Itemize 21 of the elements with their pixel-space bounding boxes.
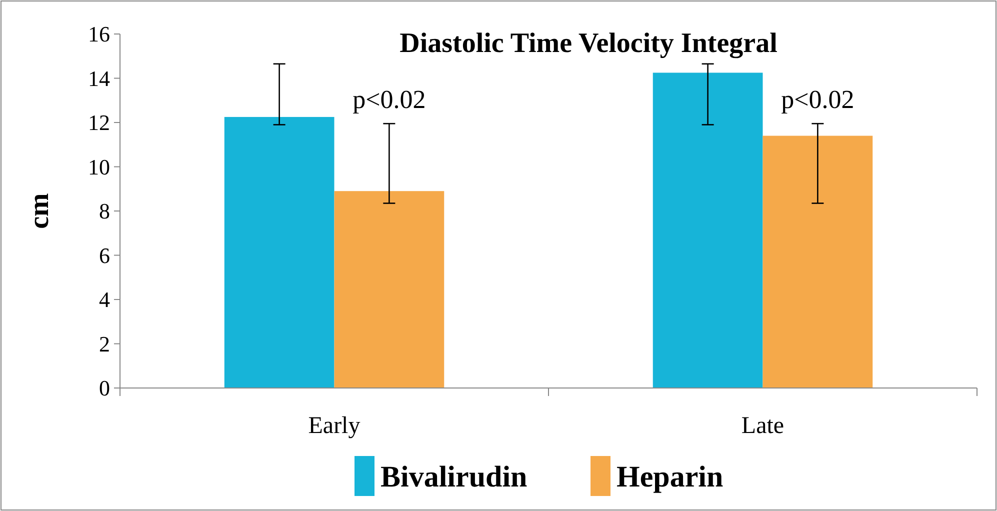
y-tick-label: 0 [99, 376, 110, 401]
y-tick-label: 16 [88, 22, 110, 47]
y-tick-label: 10 [88, 154, 110, 180]
legend-label: Bivalirudin [380, 460, 528, 494]
y-tick-label: 8 [99, 198, 110, 224]
annotation: p<0.02 [352, 84, 426, 114]
x-tick-label: Early [308, 413, 360, 439]
y-tick-label: 12 [88, 110, 110, 136]
y-tick-label: 14 [88, 66, 110, 91]
bar [762, 136, 873, 388]
y-axis-title: cm [24, 193, 55, 229]
bar [652, 72, 763, 388]
annotation: p<0.02 [781, 84, 854, 114]
y-tick-label: 4 [99, 287, 110, 312]
y-tick-label: 6 [99, 242, 110, 268]
chart-title: Diastolic Time Velocity Integral [400, 28, 778, 59]
bar [224, 116, 334, 388]
y-tick-label: 2 [99, 331, 110, 356]
legend-label: Heparin [616, 460, 724, 494]
x-tick-label: Late [741, 413, 784, 439]
bar [334, 191, 444, 388]
